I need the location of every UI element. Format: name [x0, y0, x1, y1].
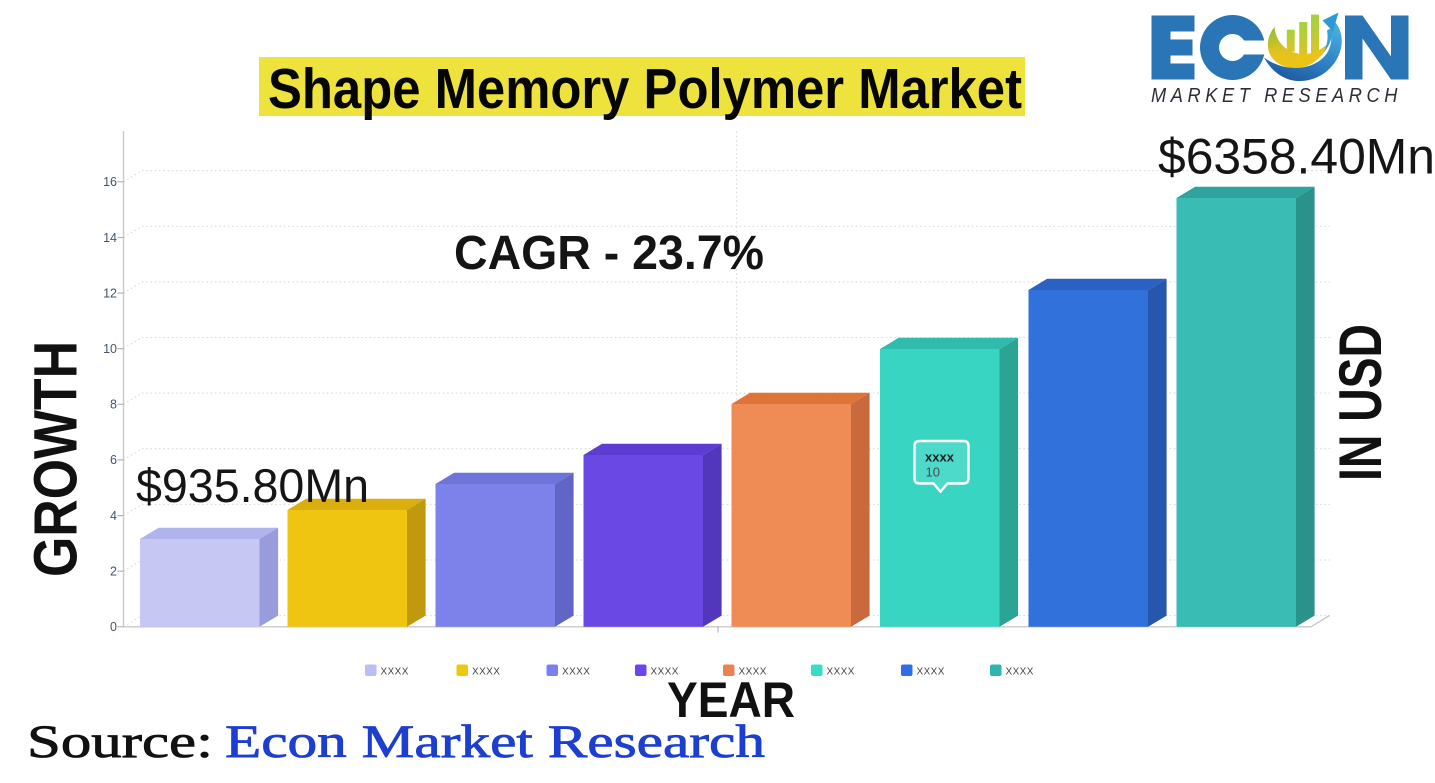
svg-text:16: 16: [103, 175, 117, 189]
svg-text:10: 10: [103, 342, 117, 356]
svg-text:GROWTH: GROWTH: [22, 341, 90, 577]
svg-text:4: 4: [110, 509, 117, 523]
svg-text:YEAR: YEAR: [667, 672, 795, 728]
svg-text:CAGR - 23.7%: CAGR - 23.7%: [454, 227, 764, 280]
svg-text:MARKET RESEARCH: MARKET RESEARCH: [1151, 85, 1402, 107]
svg-text:$6358.40Mn: $6358.40Mn: [1158, 129, 1435, 185]
svg-text:Source:: Source:: [27, 716, 213, 768]
svg-text:14: 14: [103, 231, 117, 245]
svg-text:XXXX: XXXX: [917, 667, 945, 678]
svg-text:Shape Memory Polymer Market: Shape Memory Polymer Market: [268, 57, 1022, 121]
svg-text:XXXX: XXXX: [381, 667, 409, 678]
svg-text:XXXX: XXXX: [827, 667, 855, 678]
svg-text:XXXX: XXXX: [562, 667, 590, 678]
svg-text:XXXX: XXXX: [472, 667, 500, 678]
svg-text:XXXX: XXXX: [739, 667, 767, 678]
svg-text:10: 10: [926, 465, 940, 480]
svg-text:XXXX: XXXX: [1006, 667, 1034, 678]
svg-text:$935.80Mn: $935.80Mn: [136, 459, 369, 512]
svg-text:xxxx: xxxx: [925, 450, 955, 465]
svg-text:Econ Market Research: Econ Market Research: [225, 716, 765, 768]
svg-text:6: 6: [110, 453, 117, 467]
svg-text:12: 12: [103, 286, 117, 300]
svg-text:2: 2: [110, 565, 117, 579]
svg-text:IN USD: IN USD: [1327, 324, 1394, 481]
svg-text:8: 8: [110, 398, 117, 412]
svg-text:0: 0: [110, 620, 117, 634]
svg-text:XXXX: XXXX: [651, 667, 679, 678]
